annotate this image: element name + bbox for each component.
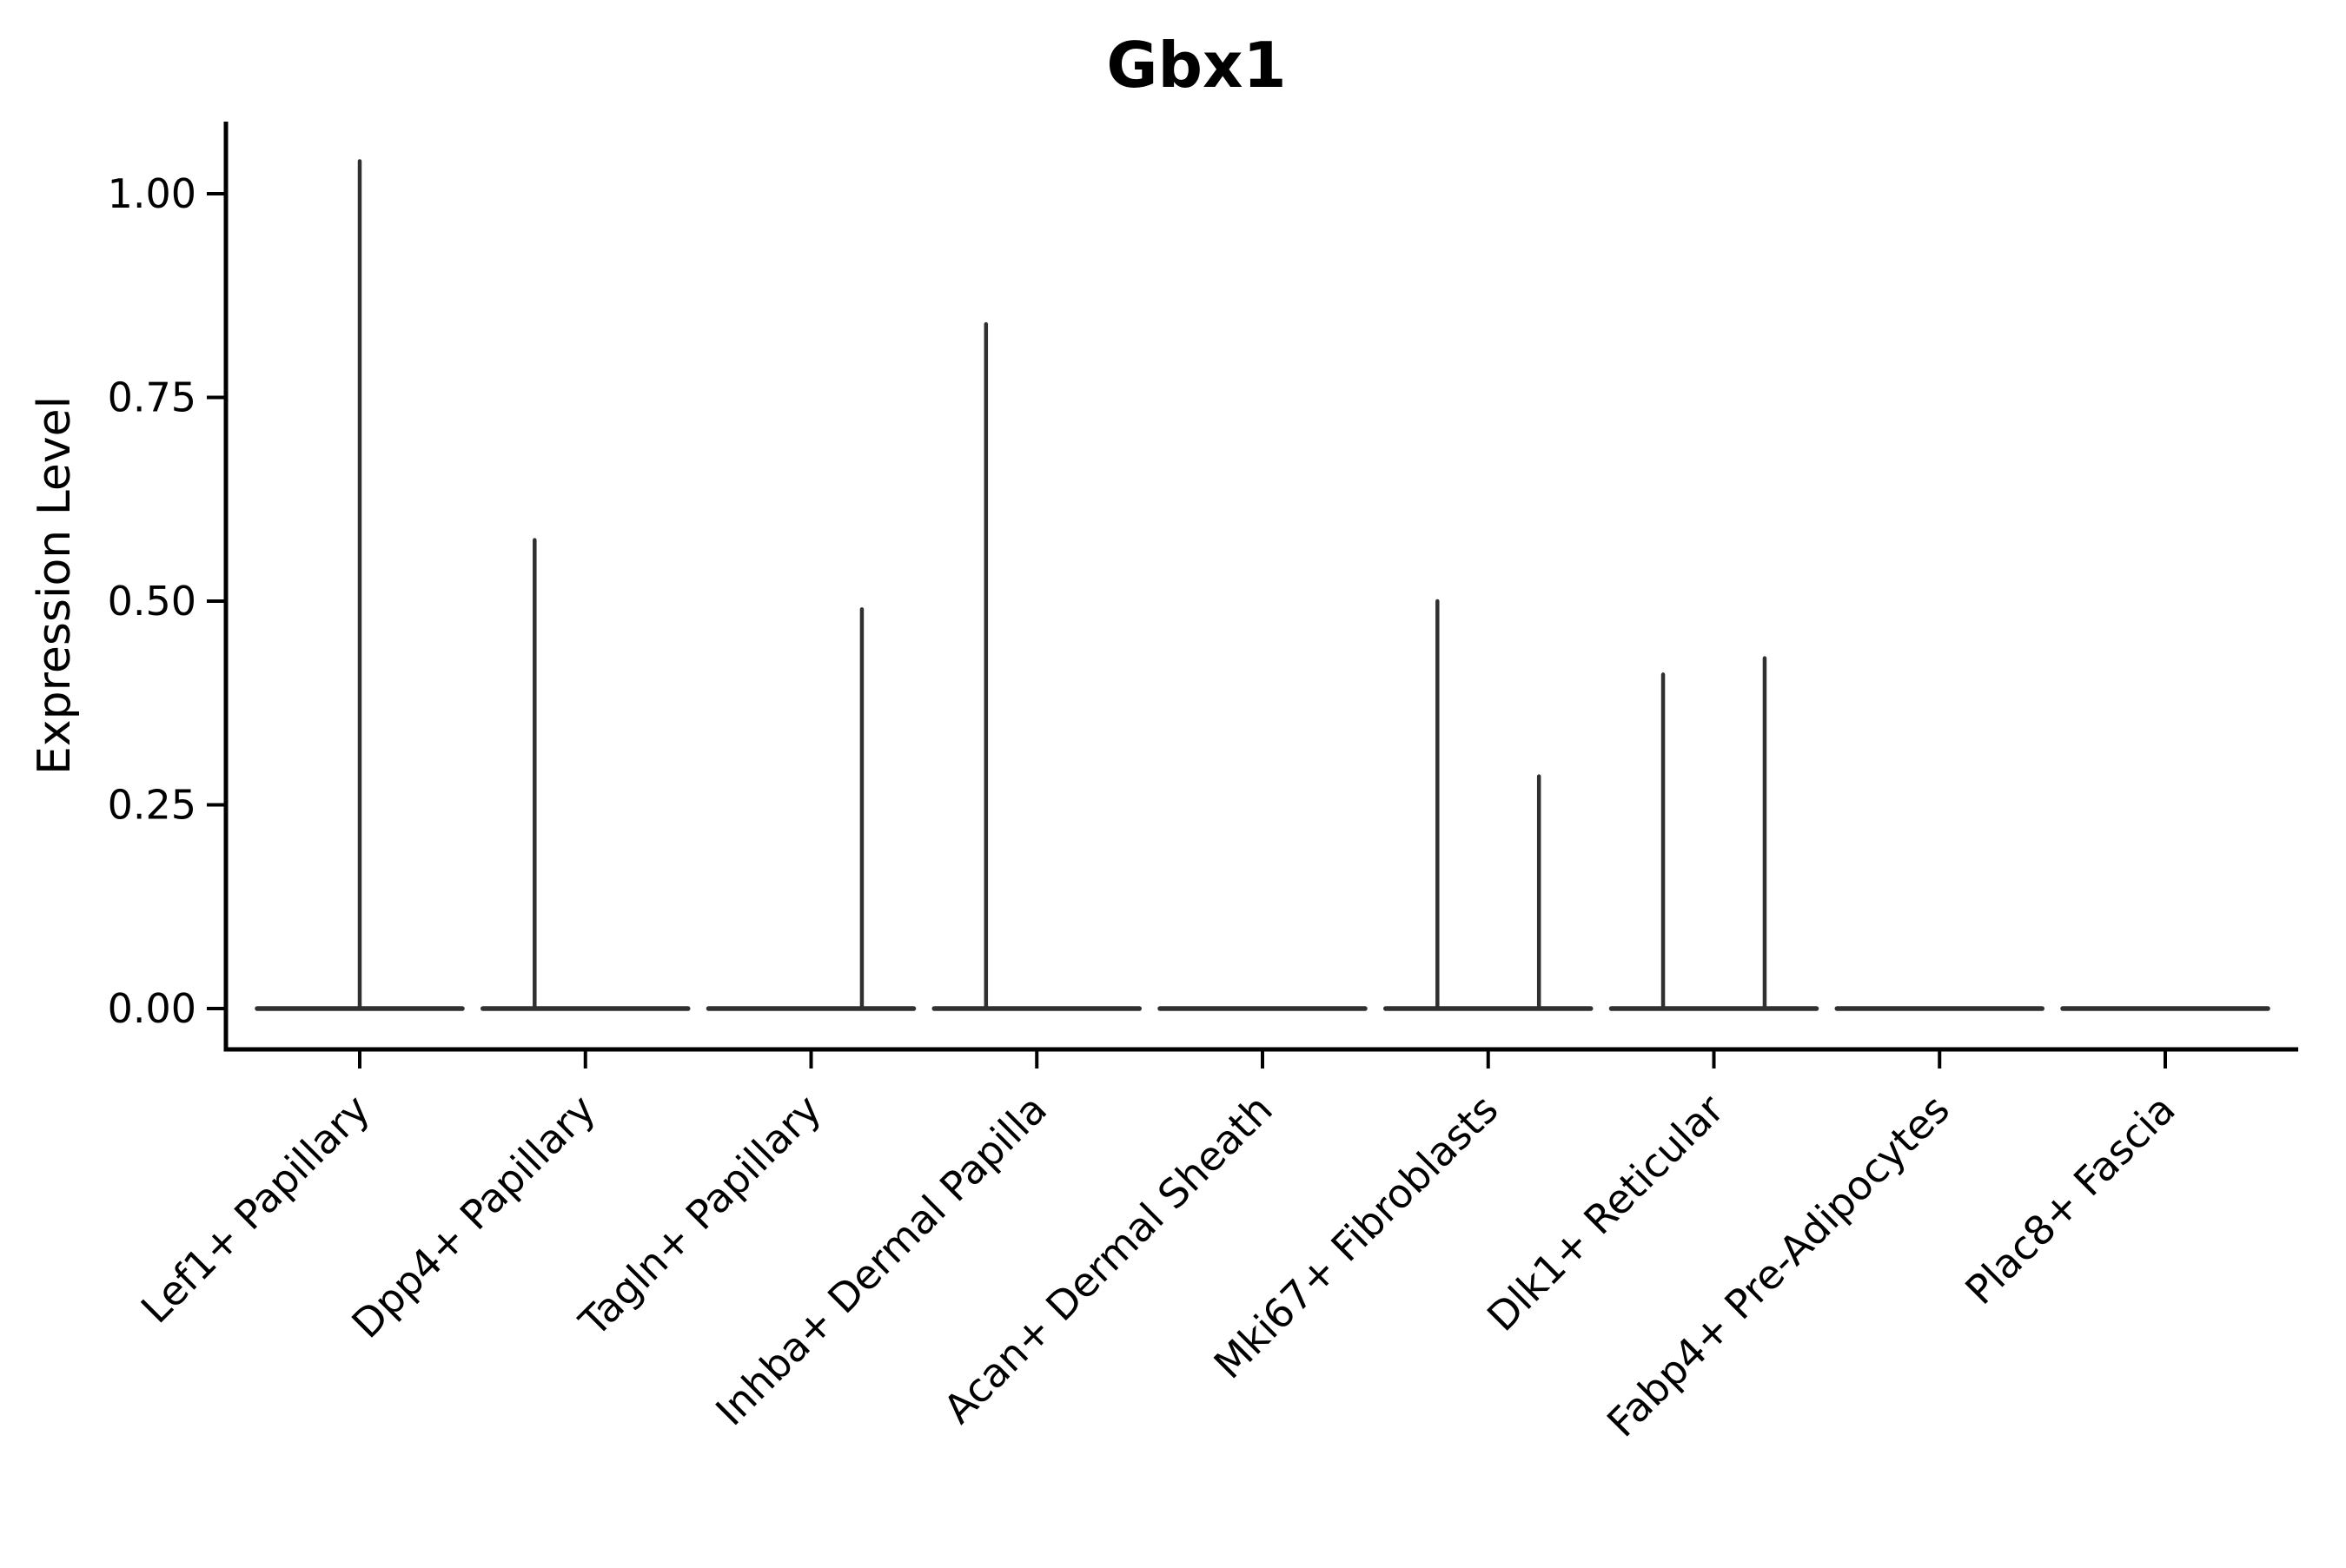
x-category-label: Lef1+ Papillary bbox=[132, 1086, 379, 1333]
x-category-label: Tagln+ Papillary bbox=[570, 1086, 831, 1346]
x-category-label: Dlk1+ Reticular bbox=[1478, 1086, 1733, 1340]
y-tick-label: 0.50 bbox=[108, 578, 196, 625]
x-category-label: Plac8+ Fascia bbox=[1956, 1086, 2184, 1313]
y-tick-label: 0.75 bbox=[108, 374, 196, 421]
plot-title: Gbx1 bbox=[1106, 29, 1286, 102]
axis-layer bbox=[207, 122, 2298, 1068]
y-tick-label: 1.00 bbox=[108, 170, 196, 217]
x-category-label: Dpp4+ Papillary bbox=[342, 1086, 604, 1347]
y-tick-label: 0.00 bbox=[108, 985, 196, 1032]
y-axis-label: Expression Level bbox=[29, 396, 81, 775]
label-layer: 0.00 0.25 0.50 0.75 1.00 Lef1+ PapillaryDpp4+… bbox=[108, 170, 2184, 1446]
y-tick-label: 0.25 bbox=[108, 782, 196, 829]
violin-layer bbox=[255, 159, 2270, 1011]
